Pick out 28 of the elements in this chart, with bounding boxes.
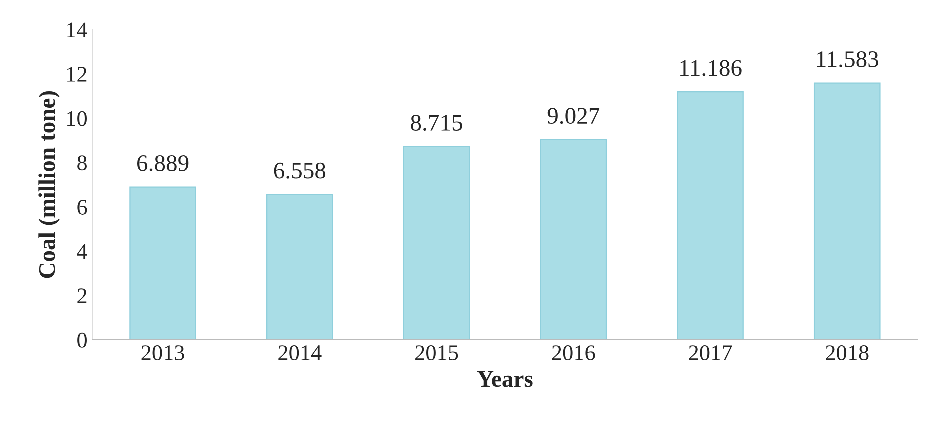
data-label: 11.583 [817, 51, 878, 68]
bar [266, 194, 334, 340]
y-tick-label: 12 [68, 67, 87, 82]
bar [403, 146, 470, 340]
data-label: 6.558 [274, 162, 326, 179]
data-label: 11.186 [680, 60, 742, 76]
data-label: 6.889 [138, 155, 189, 172]
data-label: 8.715 [411, 115, 462, 132]
y-tick-label: 14 [68, 22, 88, 38]
y-tick-label: 10 [68, 111, 87, 126]
y-tick-label: 2 [78, 288, 87, 304]
x-tick-label: 2016 [552, 346, 596, 360]
x-tick-label: 2014 [278, 346, 322, 360]
x-axis-title: Years [477, 371, 533, 388]
y-tick-label: 8 [78, 156, 87, 171]
x-tick-label: 2018 [826, 346, 869, 360]
x-tick-label: 2017 [689, 346, 732, 360]
y-tick-label: 6 [78, 200, 88, 215]
bar [814, 82, 881, 340]
bar [540, 139, 608, 340]
y-tick-label: 4 [77, 244, 88, 260]
x-tick-label: 2013 [142, 346, 184, 360]
x-tick-label: 2015 [416, 346, 458, 360]
bar [130, 186, 196, 340]
y-tick-label: 0 [78, 332, 87, 348]
bar [677, 92, 744, 340]
data-label: 9.027 [548, 108, 600, 124]
y-axis-title: Coal (million tone) [38, 91, 60, 278]
